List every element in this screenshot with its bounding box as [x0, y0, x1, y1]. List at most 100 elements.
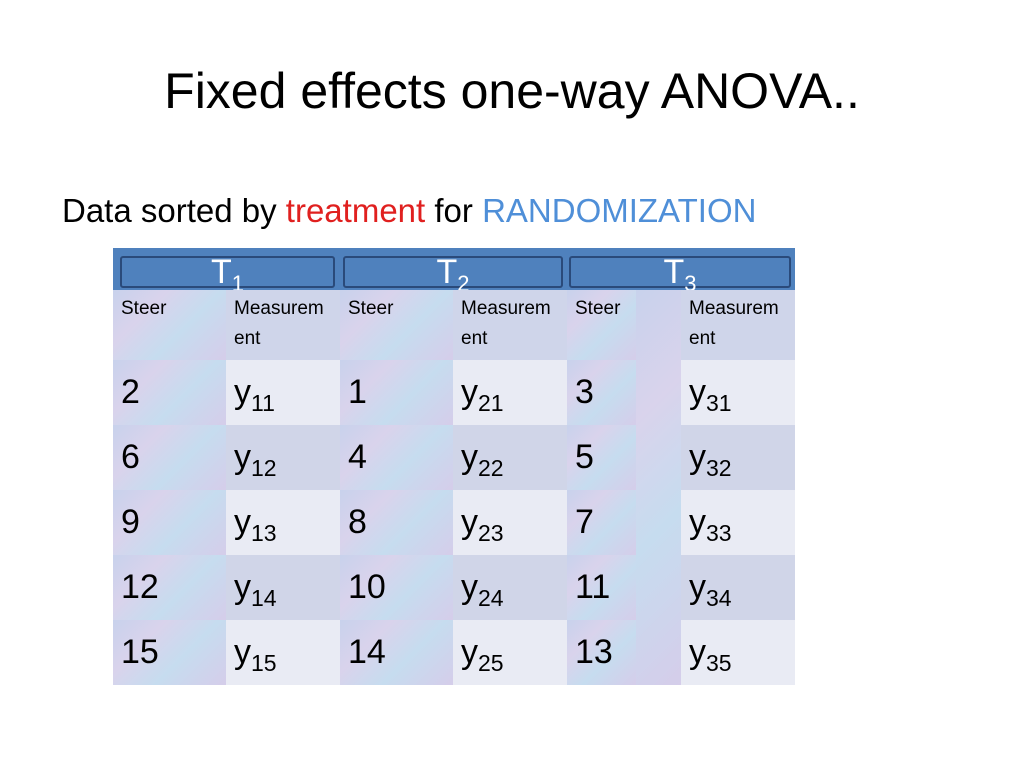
measurement-subscript: 11: [251, 389, 275, 416]
measurement-symbol: y: [689, 633, 706, 671]
measurement-cell: y35: [681, 620, 795, 685]
steer-number: 12: [121, 568, 159, 606]
column-header-text: Measurement: [689, 298, 779, 349]
steer-number: 9: [121, 503, 140, 541]
steer-number: 7: [575, 503, 594, 541]
measurement-subscript: 23: [478, 519, 504, 546]
steer-number: 10: [348, 568, 386, 606]
column-header: Measurement: [453, 290, 567, 360]
measurement-symbol: y: [689, 438, 706, 476]
measurement-cell: y33: [681, 490, 795, 555]
column-header: Steer: [340, 290, 453, 360]
measurement-subscript: 35: [706, 649, 732, 676]
measurement-cell: y32: [681, 425, 795, 490]
treatment-subscript: 2: [457, 270, 470, 296]
measurement-symbol: y: [234, 373, 251, 411]
steer-cell: 9: [113, 490, 226, 555]
measurement-cell: y21: [453, 360, 567, 425]
column-header-text: Steer: [348, 298, 394, 319]
measurement-cell: y22: [453, 425, 567, 490]
steer-cell: 2: [113, 360, 226, 425]
treatment-label: T: [210, 253, 232, 291]
column-header: Steer: [113, 290, 226, 360]
column-header: Measurement: [681, 290, 795, 360]
column-header-text: Measurement: [461, 298, 551, 349]
steer-cell: 6: [113, 425, 226, 490]
measurement-subscript: 12: [251, 454, 277, 481]
measurement-subscript: 25: [478, 649, 504, 676]
subtitle-text: Data sorted by: [62, 192, 277, 229]
measurement-subscript: 24: [478, 584, 504, 611]
treatment-subscript: 1: [231, 270, 245, 296]
spacer-column: [636, 290, 681, 685]
steer-number: 15: [121, 633, 159, 671]
subtitle: Data sorted by treatment for RANDOMIZATI…: [62, 192, 756, 230]
treatment-label: T: [436, 253, 458, 291]
column-header-text: Steer: [121, 298, 167, 319]
steer-number: 14: [348, 633, 386, 671]
steer-cell: 1: [340, 360, 453, 425]
subtitle-text: for: [434, 192, 473, 229]
measurement-symbol: y: [461, 568, 478, 606]
measurement-cell: y14: [226, 555, 340, 620]
steer-number: 3: [575, 373, 594, 411]
steer-number: 1: [348, 373, 367, 411]
measurement-symbol: y: [461, 503, 478, 541]
measurement-subscript: 14: [251, 584, 277, 611]
treatment-header: T1: [120, 253, 335, 296]
measurement-cell: y11: [226, 360, 340, 425]
measurement-subscript: 31: [706, 389, 732, 416]
steer-cell: 7: [567, 490, 636, 555]
steer-cell: 12: [113, 555, 226, 620]
measurement-cell: y15: [226, 620, 340, 685]
measurement-symbol: y: [234, 503, 251, 541]
steer-number: 13: [575, 633, 613, 671]
treatment-subscript: 3: [684, 270, 697, 296]
steer-number: 5: [575, 438, 594, 476]
measurement-cell: y31: [681, 360, 795, 425]
steer-number: 2: [121, 373, 140, 411]
steer-number: 4: [348, 438, 367, 476]
subtitle-highlight: RANDOMIZATION: [482, 192, 757, 229]
steer-number: 6: [121, 438, 140, 476]
measurement-symbol: y: [689, 373, 706, 411]
treatment-header: T2: [343, 253, 563, 296]
steer-cell: 5: [567, 425, 636, 490]
measurement-symbol: y: [461, 438, 478, 476]
steer-cell: 11: [567, 555, 636, 620]
steer-cell: 14: [340, 620, 453, 685]
measurement-cell: y24: [453, 555, 567, 620]
measurement-subscript: 22: [478, 454, 504, 481]
measurement-symbol: y: [234, 438, 251, 476]
steer-cell: 8: [340, 490, 453, 555]
measurement-symbol: y: [689, 568, 706, 606]
measurement-symbol: y: [461, 373, 478, 411]
steer-number: 8: [348, 503, 367, 541]
column-header-text: Steer: [575, 298, 621, 319]
measurement-subscript: 15: [251, 649, 277, 676]
treatment-header: T3: [569, 253, 791, 296]
treatment-label: T: [663, 253, 685, 291]
steer-number: 11: [575, 568, 611, 606]
steer-cell: 13: [567, 620, 636, 685]
measurement-cell: y13: [226, 490, 340, 555]
subtitle-highlight: treatment: [285, 192, 426, 229]
measurement-subscript: 33: [706, 519, 732, 546]
steer-cell: 4: [340, 425, 453, 490]
measurement-symbol: y: [234, 633, 251, 671]
column-header: Steer: [567, 290, 636, 360]
measurement-cell: y12: [226, 425, 340, 490]
measurement-subscript: 13: [251, 519, 277, 546]
measurement-symbol: y: [461, 633, 478, 671]
steer-cell: 3: [567, 360, 636, 425]
measurement-symbol: y: [689, 503, 706, 541]
column-header-text: Measurement: [234, 298, 324, 349]
measurement-cell: y23: [453, 490, 567, 555]
measurement-cell: y34: [681, 555, 795, 620]
measurement-subscript: 34: [706, 584, 732, 611]
steer-cell: 15: [113, 620, 226, 685]
column-header: Measurement: [226, 290, 340, 360]
slide-title: Fixed effects one-way ANOVA..: [164, 63, 860, 119]
measurement-subscript: 32: [706, 454, 732, 481]
